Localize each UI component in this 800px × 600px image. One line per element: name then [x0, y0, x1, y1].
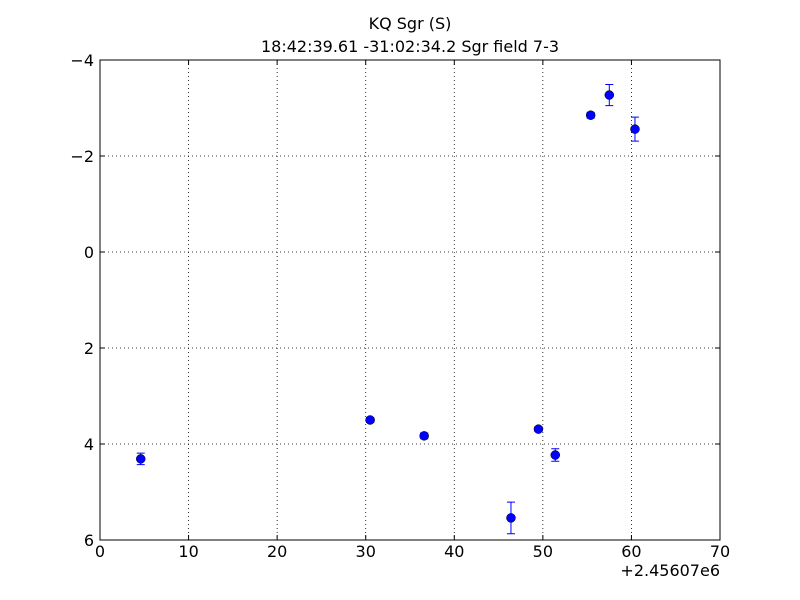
y-tick-label: −4 [70, 51, 94, 70]
y-tick-label: 2 [84, 339, 94, 358]
data-point [135, 454, 146, 464]
data-point [419, 431, 429, 441]
data-point [585, 110, 596, 120]
data-point [550, 450, 561, 460]
data-point [365, 415, 375, 425]
x-tick-label: 20 [267, 542, 287, 561]
data-point [630, 124, 640, 134]
data-point [533, 424, 544, 434]
x-tick-label: 40 [444, 542, 464, 561]
x-tick-label: 50 [533, 542, 553, 561]
y-tick-label: 4 [84, 435, 94, 454]
data-point [604, 90, 615, 100]
x-tick-label: 0 [95, 542, 105, 561]
x-tick-label: 10 [178, 542, 198, 561]
y-tick-label: 0 [84, 243, 94, 262]
y-tick-label: −2 [70, 147, 94, 166]
data-point [506, 513, 516, 523]
chart-subtitle: 18:42:39.61 -31:02:34.2 Sgr field 7-3 [261, 37, 559, 56]
y-tick-label: 6 [84, 531, 94, 550]
chart-title: KQ Sgr (S) [369, 14, 452, 33]
x-offset-label: +2.45607e6 [620, 561, 720, 580]
x-tick-label: 70 [710, 542, 730, 561]
plot-frame [99, 59, 721, 541]
x-tick-label: 60 [621, 542, 641, 561]
x-tick-label: 30 [356, 542, 376, 561]
